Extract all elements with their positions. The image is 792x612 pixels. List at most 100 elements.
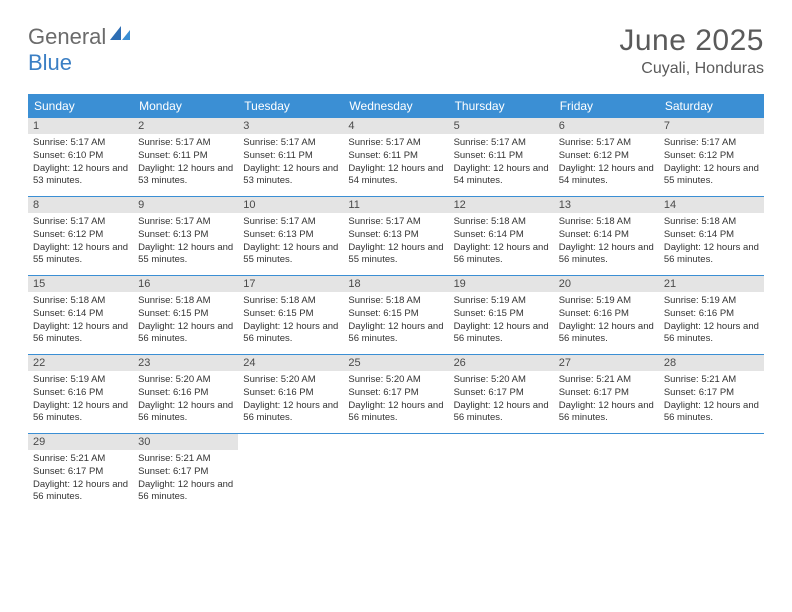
daylight-line: Daylight: 12 hours and 55 minutes. xyxy=(138,242,233,268)
day-number: 1 xyxy=(28,118,133,134)
day-number: 11 xyxy=(343,197,448,213)
weekday-header: Thursday xyxy=(449,94,554,118)
daylight-line: Daylight: 12 hours and 56 minutes. xyxy=(559,321,654,347)
sunrise-line: Sunrise: 5:17 AM xyxy=(559,137,654,150)
day-body: Sunrise: 5:17 AMSunset: 6:11 PMDaylight:… xyxy=(449,134,554,193)
sunset-line: Sunset: 6:15 PM xyxy=(138,308,233,321)
sunset-line: Sunset: 6:13 PM xyxy=(138,229,233,242)
day-cell: 24Sunrise: 5:20 AMSunset: 6:16 PMDayligh… xyxy=(238,355,343,433)
sunset-line: Sunset: 6:12 PM xyxy=(664,150,759,163)
day-number: 10 xyxy=(238,197,343,213)
day-cell: 7Sunrise: 5:17 AMSunset: 6:12 PMDaylight… xyxy=(659,118,764,196)
sunrise-line: Sunrise: 5:21 AM xyxy=(138,453,233,466)
daylight-line: Daylight: 12 hours and 54 minutes. xyxy=(559,163,654,189)
day-body: Sunrise: 5:20 AMSunset: 6:16 PMDaylight:… xyxy=(238,371,343,430)
sunset-line: Sunset: 6:15 PM xyxy=(454,308,549,321)
sunset-line: Sunset: 6:13 PM xyxy=(348,229,443,242)
sunrise-line: Sunrise: 5:17 AM xyxy=(454,137,549,150)
logo: GeneralBlue xyxy=(28,24,132,76)
day-cell: 13Sunrise: 5:18 AMSunset: 6:14 PMDayligh… xyxy=(554,197,659,275)
daylight-line: Daylight: 12 hours and 56 minutes. xyxy=(33,321,128,347)
day-cell: 4Sunrise: 5:17 AMSunset: 6:11 PMDaylight… xyxy=(343,118,448,196)
sunset-line: Sunset: 6:16 PM xyxy=(243,387,338,400)
day-number: 26 xyxy=(449,355,554,371)
daylight-line: Daylight: 12 hours and 56 minutes. xyxy=(454,242,549,268)
title-block: June 2025 Cuyali, Honduras xyxy=(619,24,764,78)
sunset-line: Sunset: 6:15 PM xyxy=(348,308,443,321)
day-cell: 26Sunrise: 5:20 AMSunset: 6:17 PMDayligh… xyxy=(449,355,554,433)
sunset-line: Sunset: 6:11 PM xyxy=(348,150,443,163)
weekday-header: Saturday xyxy=(659,94,764,118)
day-number: 20 xyxy=(554,276,659,292)
day-number: 30 xyxy=(133,434,238,450)
day-cell: 22Sunrise: 5:19 AMSunset: 6:16 PMDayligh… xyxy=(28,355,133,433)
weekday-header: Sunday xyxy=(28,94,133,118)
daylight-line: Daylight: 12 hours and 56 minutes. xyxy=(138,400,233,426)
day-cell xyxy=(449,434,554,512)
day-cell: 18 Sunrise: 5:18 AMSunset: 6:15 PMDayligh… xyxy=(343,276,448,354)
sunset-line: Sunset: 6:14 PM xyxy=(559,229,654,242)
day-cell: 28Sunrise: 5:21 AMSunset: 6:17 PMDayligh… xyxy=(659,355,764,433)
day-number: 19 xyxy=(449,276,554,292)
sunrise-line: Sunrise: 5:18 AM xyxy=(454,216,549,229)
day-cell xyxy=(554,434,659,512)
day-cell: 16Sunrise: 5:18 AMSunset: 6:15 PMDayligh… xyxy=(133,276,238,354)
sunrise-line: Sunrise: 5:18 AM xyxy=(243,295,338,308)
sunset-line: Sunset: 6:17 PM xyxy=(664,387,759,400)
sunset-line: Sunset: 6:16 PM xyxy=(33,387,128,400)
day-body: Sunrise: 5:17 AMSunset: 6:12 PMDaylight:… xyxy=(659,134,764,193)
day-body: Sunrise: 5:18 AMSunset: 6:15 PMDaylight:… xyxy=(238,292,343,351)
sunset-line: Sunset: 6:13 PM xyxy=(243,229,338,242)
day-cell: 19Sunrise: 5:19 AMSunset: 6:15 PMDayligh… xyxy=(449,276,554,354)
sunrise-line: Sunrise: 5:17 AM xyxy=(348,137,443,150)
sunset-line: Sunset: 6:17 PM xyxy=(138,466,233,479)
week-row: 8Sunrise: 5:17 AMSunset: 6:12 PMDaylight… xyxy=(28,197,764,276)
sunset-line: Sunset: 6:10 PM xyxy=(33,150,128,163)
day-body: Sunrise: 5:17 AMSunset: 6:11 PMDaylight:… xyxy=(133,134,238,193)
day-body: Sunrise: 5:17 AMSunset: 6:13 PMDaylight:… xyxy=(343,213,448,272)
daylight-line: Daylight: 12 hours and 55 minutes. xyxy=(243,242,338,268)
sunset-line: Sunset: 6:12 PM xyxy=(33,229,128,242)
daylight-line: Daylight: 12 hours and 56 minutes. xyxy=(348,321,443,347)
day-number: 18 xyxy=(343,276,448,292)
week-row: 22Sunrise: 5:19 AMSunset: 6:16 PMDayligh… xyxy=(28,355,764,434)
sunrise-line: Sunrise: 5:18 AM xyxy=(348,295,443,308)
daylight-line: Daylight: 12 hours and 56 minutes. xyxy=(454,321,549,347)
day-cell: 27Sunrise: 5:21 AMSunset: 6:17 PMDayligh… xyxy=(554,355,659,433)
daylight-line: Daylight: 12 hours and 56 minutes. xyxy=(559,242,654,268)
day-cell xyxy=(659,434,764,512)
day-number: 12 xyxy=(449,197,554,213)
day-body: Sunrise: 5:17 AMSunset: 6:11 PMDaylight:… xyxy=(343,134,448,193)
weekday-header: Monday xyxy=(133,94,238,118)
day-body: Sunrise: 5:21 AMSunset: 6:17 PMDaylight:… xyxy=(659,371,764,430)
sunset-line: Sunset: 6:11 PM xyxy=(454,150,549,163)
day-body: Sunrise: 5:19 AMSunset: 6:16 PMDaylight:… xyxy=(28,371,133,430)
day-number: 5 xyxy=(449,118,554,134)
sunrise-line: Sunrise: 5:21 AM xyxy=(664,374,759,387)
sunrise-line: Sunrise: 5:17 AM xyxy=(243,137,338,150)
day-cell: 3Sunrise: 5:17 AMSunset: 6:11 PMDaylight… xyxy=(238,118,343,196)
day-number: 15 xyxy=(28,276,133,292)
daylight-line: Daylight: 12 hours and 55 minutes. xyxy=(348,242,443,268)
day-number: 14 xyxy=(659,197,764,213)
day-cell: 25Sunrise: 5:20 AMSunset: 6:17 PMDayligh… xyxy=(343,355,448,433)
sunrise-line: Sunrise: 5:20 AM xyxy=(138,374,233,387)
daylight-line: Daylight: 12 hours and 53 minutes. xyxy=(243,163,338,189)
sunset-line: Sunset: 6:15 PM xyxy=(243,308,338,321)
day-number: 9 xyxy=(133,197,238,213)
day-body: Sunrise: 5:17 AMSunset: 6:13 PMDaylight:… xyxy=(238,213,343,272)
day-cell: 17Sunrise: 5:18 AMSunset: 6:15 PMDayligh… xyxy=(238,276,343,354)
day-cell: 2Sunrise: 5:17 AMSunset: 6:11 PMDaylight… xyxy=(133,118,238,196)
daylight-line: Daylight: 12 hours and 56 minutes. xyxy=(454,400,549,426)
sunset-line: Sunset: 6:11 PM xyxy=(243,150,338,163)
weekday-header: Tuesday xyxy=(238,94,343,118)
daylight-line: Daylight: 12 hours and 56 minutes. xyxy=(33,479,128,505)
daylight-line: Daylight: 12 hours and 53 minutes. xyxy=(138,163,233,189)
sunset-line: Sunset: 6:17 PM xyxy=(33,466,128,479)
week-row: 1 Sunrise: 5:17 AM Sunset: 6:10 PM Daylight… xyxy=(28,118,764,197)
day-cell: 15Sunrise: 5:18 AMSunset: 6:14 PMDayligh… xyxy=(28,276,133,354)
day-cell: 23Sunrise: 5:20 AMSunset: 6:16 PMDayligh… xyxy=(133,355,238,433)
sunrise-line: Sunrise: 5:20 AM xyxy=(243,374,338,387)
day-cell: 9Sunrise: 5:17 AMSunset: 6:13 PMDaylight… xyxy=(133,197,238,275)
day-cell xyxy=(238,434,343,512)
